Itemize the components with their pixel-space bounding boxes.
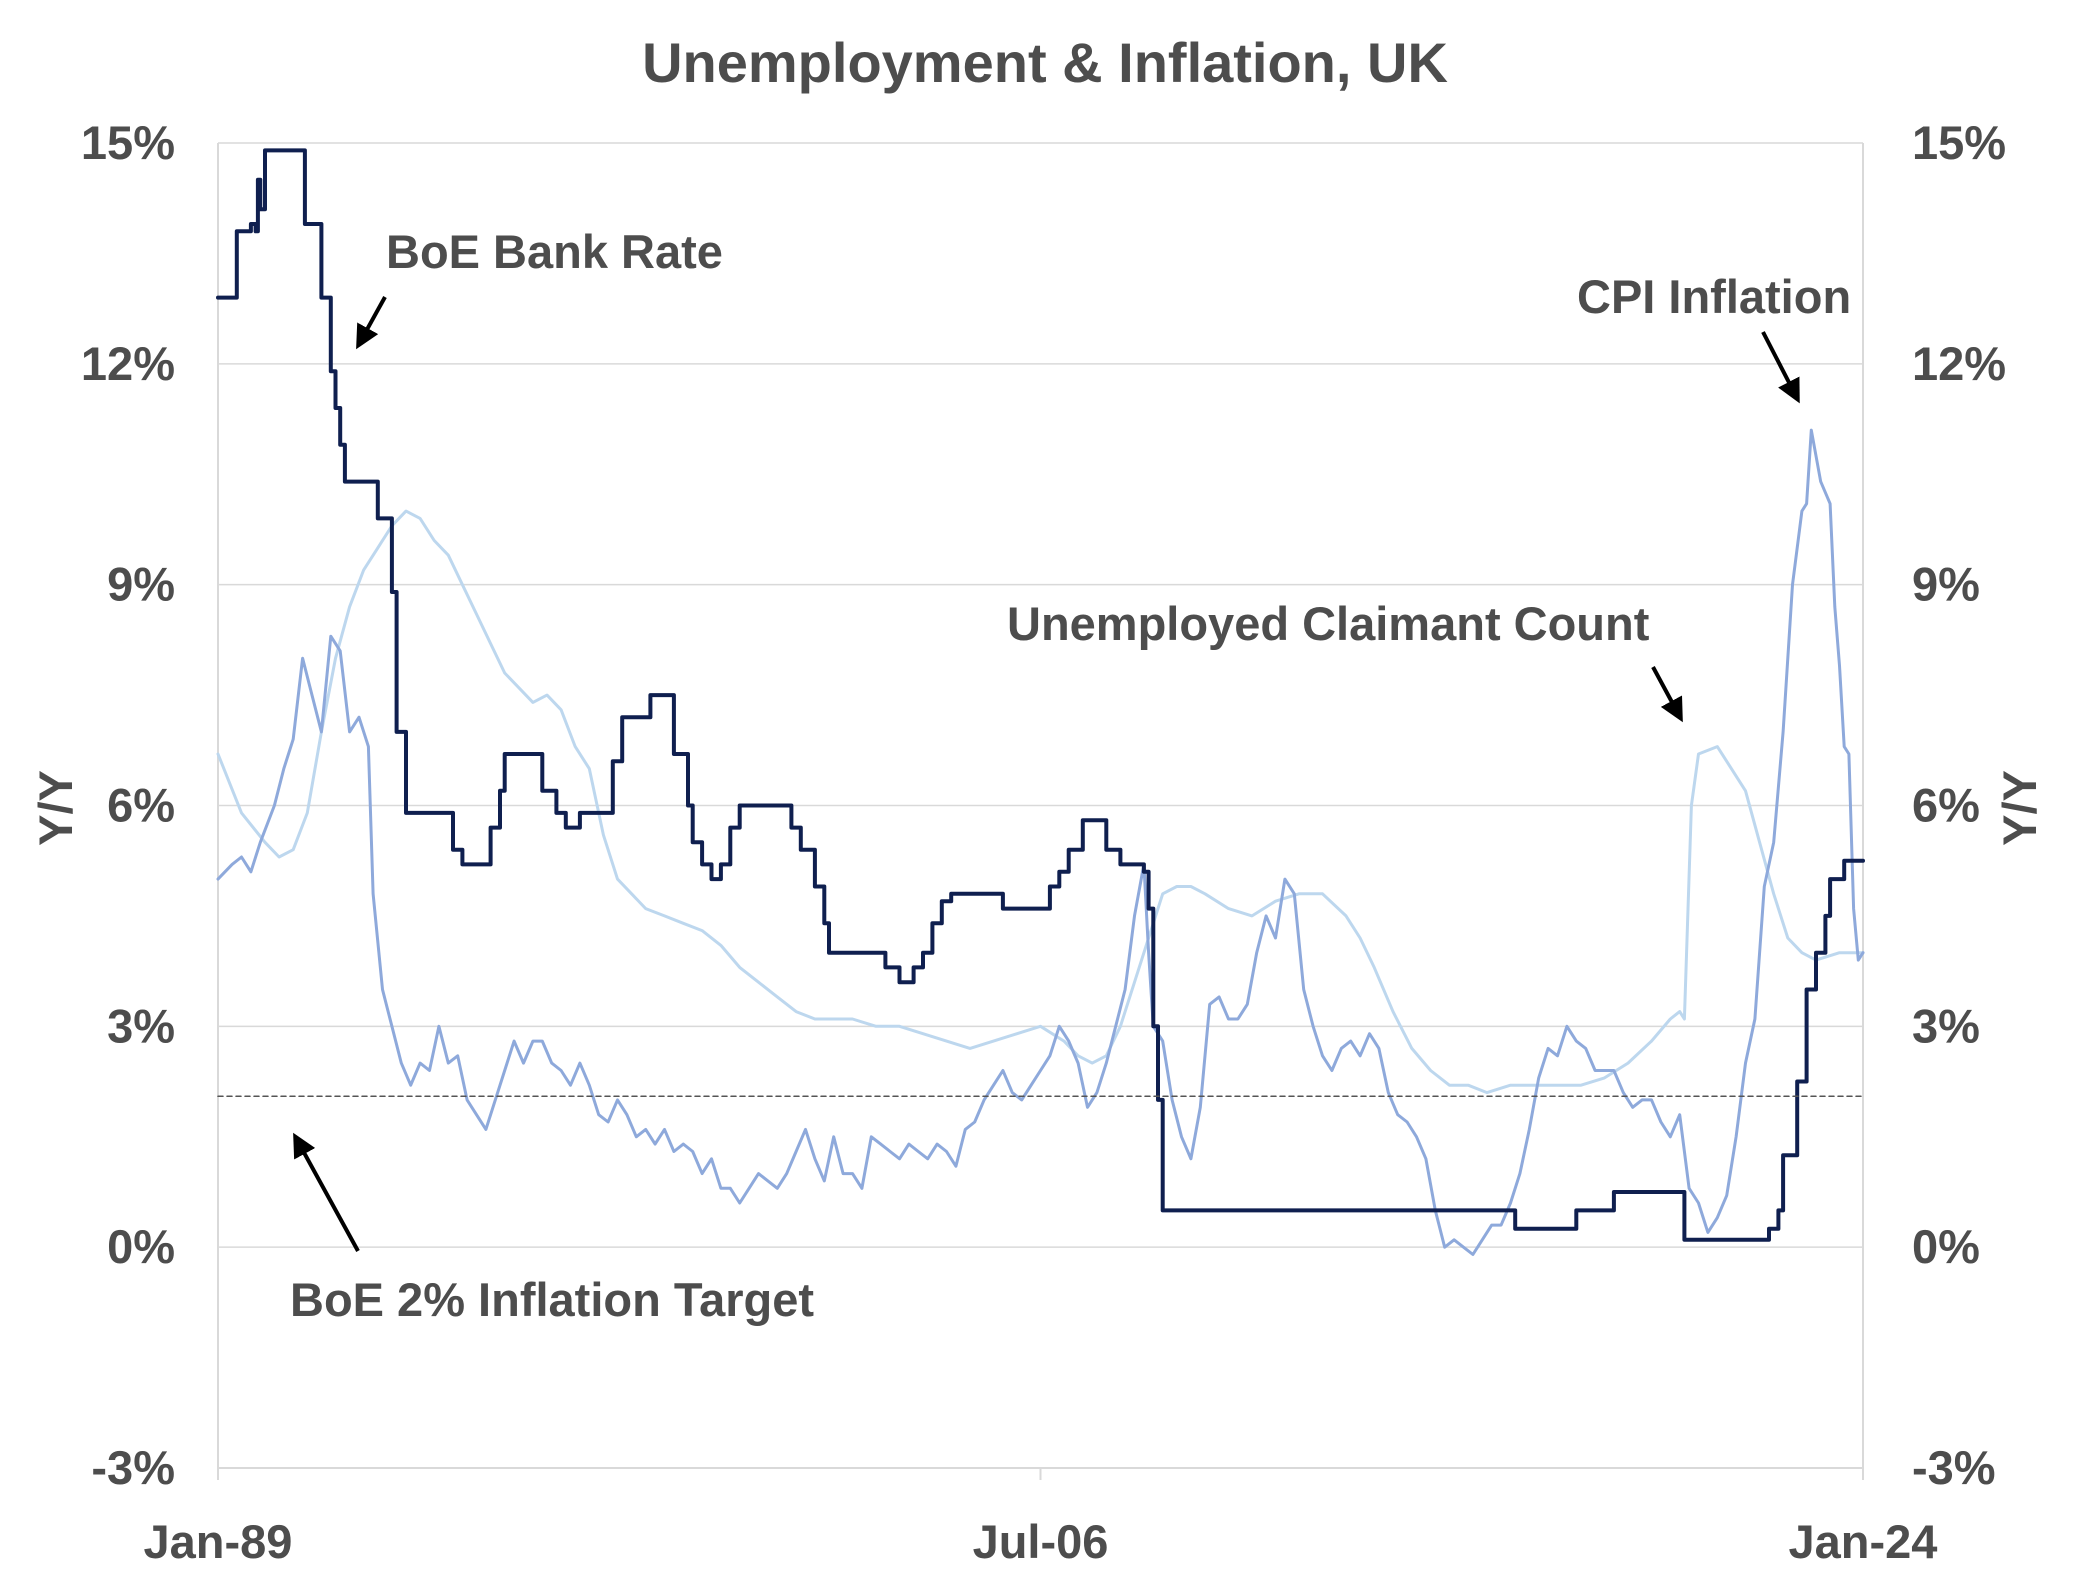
annotation-cpi-inflation: CPI Inflation (1577, 270, 1851, 323)
chart-title: Unemployment & Inflation, UK (642, 31, 1448, 94)
arrow-claimant-count (1651, 666, 1683, 723)
y-tick-label-left: 3% (107, 999, 175, 1052)
y-tick-label-left: -3% (91, 1441, 175, 1494)
arrow-inflation-target (293, 1132, 360, 1252)
x-tick-label: Jul-06 (973, 1515, 1109, 1568)
y-tick-label-left: 9% (107, 558, 175, 611)
y-axis-right-ticks: -3% 0% 3% 6% 9% 12% 15% (1912, 116, 2006, 1494)
y-axis-left-title: Y/Y (29, 770, 82, 846)
x-axis-ticks: Jan-89 Jul-06 Jan-24 (144, 1468, 1938, 1568)
y-axis-left-ticks: -3% 0% 3% 6% 9% 12% 15% (81, 116, 175, 1494)
y-tick-label-right: 12% (1912, 337, 2006, 390)
series-lines (216, 148, 1865, 1256)
y-tick-label-left: 15% (81, 116, 175, 169)
x-tick-label: Jan-89 (144, 1515, 293, 1568)
annotation-inflation-target: BoE 2% Inflation Target (290, 1273, 814, 1326)
gridlines (218, 142, 1863, 1248)
y-axis-right-title: Y/Y (1993, 770, 2046, 846)
y-tick-label-right: -3% (1912, 1441, 1996, 1494)
y-tick-label-right: 3% (1912, 999, 1980, 1052)
y-tick-label-right: 15% (1912, 116, 2006, 169)
y-tick-label-right: 0% (1912, 1220, 1980, 1273)
series-cpi-inflation (216, 428, 1865, 1256)
annotations: BoE Bank Rate CPI Inflation Unemployed C… (290, 225, 1851, 1326)
y-tick-label-right: 6% (1912, 779, 1980, 832)
y-tick-label-left: 0% (107, 1220, 175, 1273)
annotation-claimant-count: Unemployed Claimant Count (1007, 597, 1650, 650)
annotation-bank-rate: BoE Bank Rate (386, 225, 723, 278)
arrow-cpi-inflation (1761, 331, 1800, 404)
series-claimant-count (216, 509, 1865, 1095)
arrow-bank-rate (356, 296, 387, 350)
y-tick-label-right: 9% (1912, 558, 1980, 611)
series-bank-rate (216, 148, 1865, 1242)
y-tick-label-left: 12% (81, 337, 175, 390)
y-tick-label-left: 6% (107, 779, 175, 832)
x-tick-label: Jan-24 (1789, 1515, 1938, 1568)
